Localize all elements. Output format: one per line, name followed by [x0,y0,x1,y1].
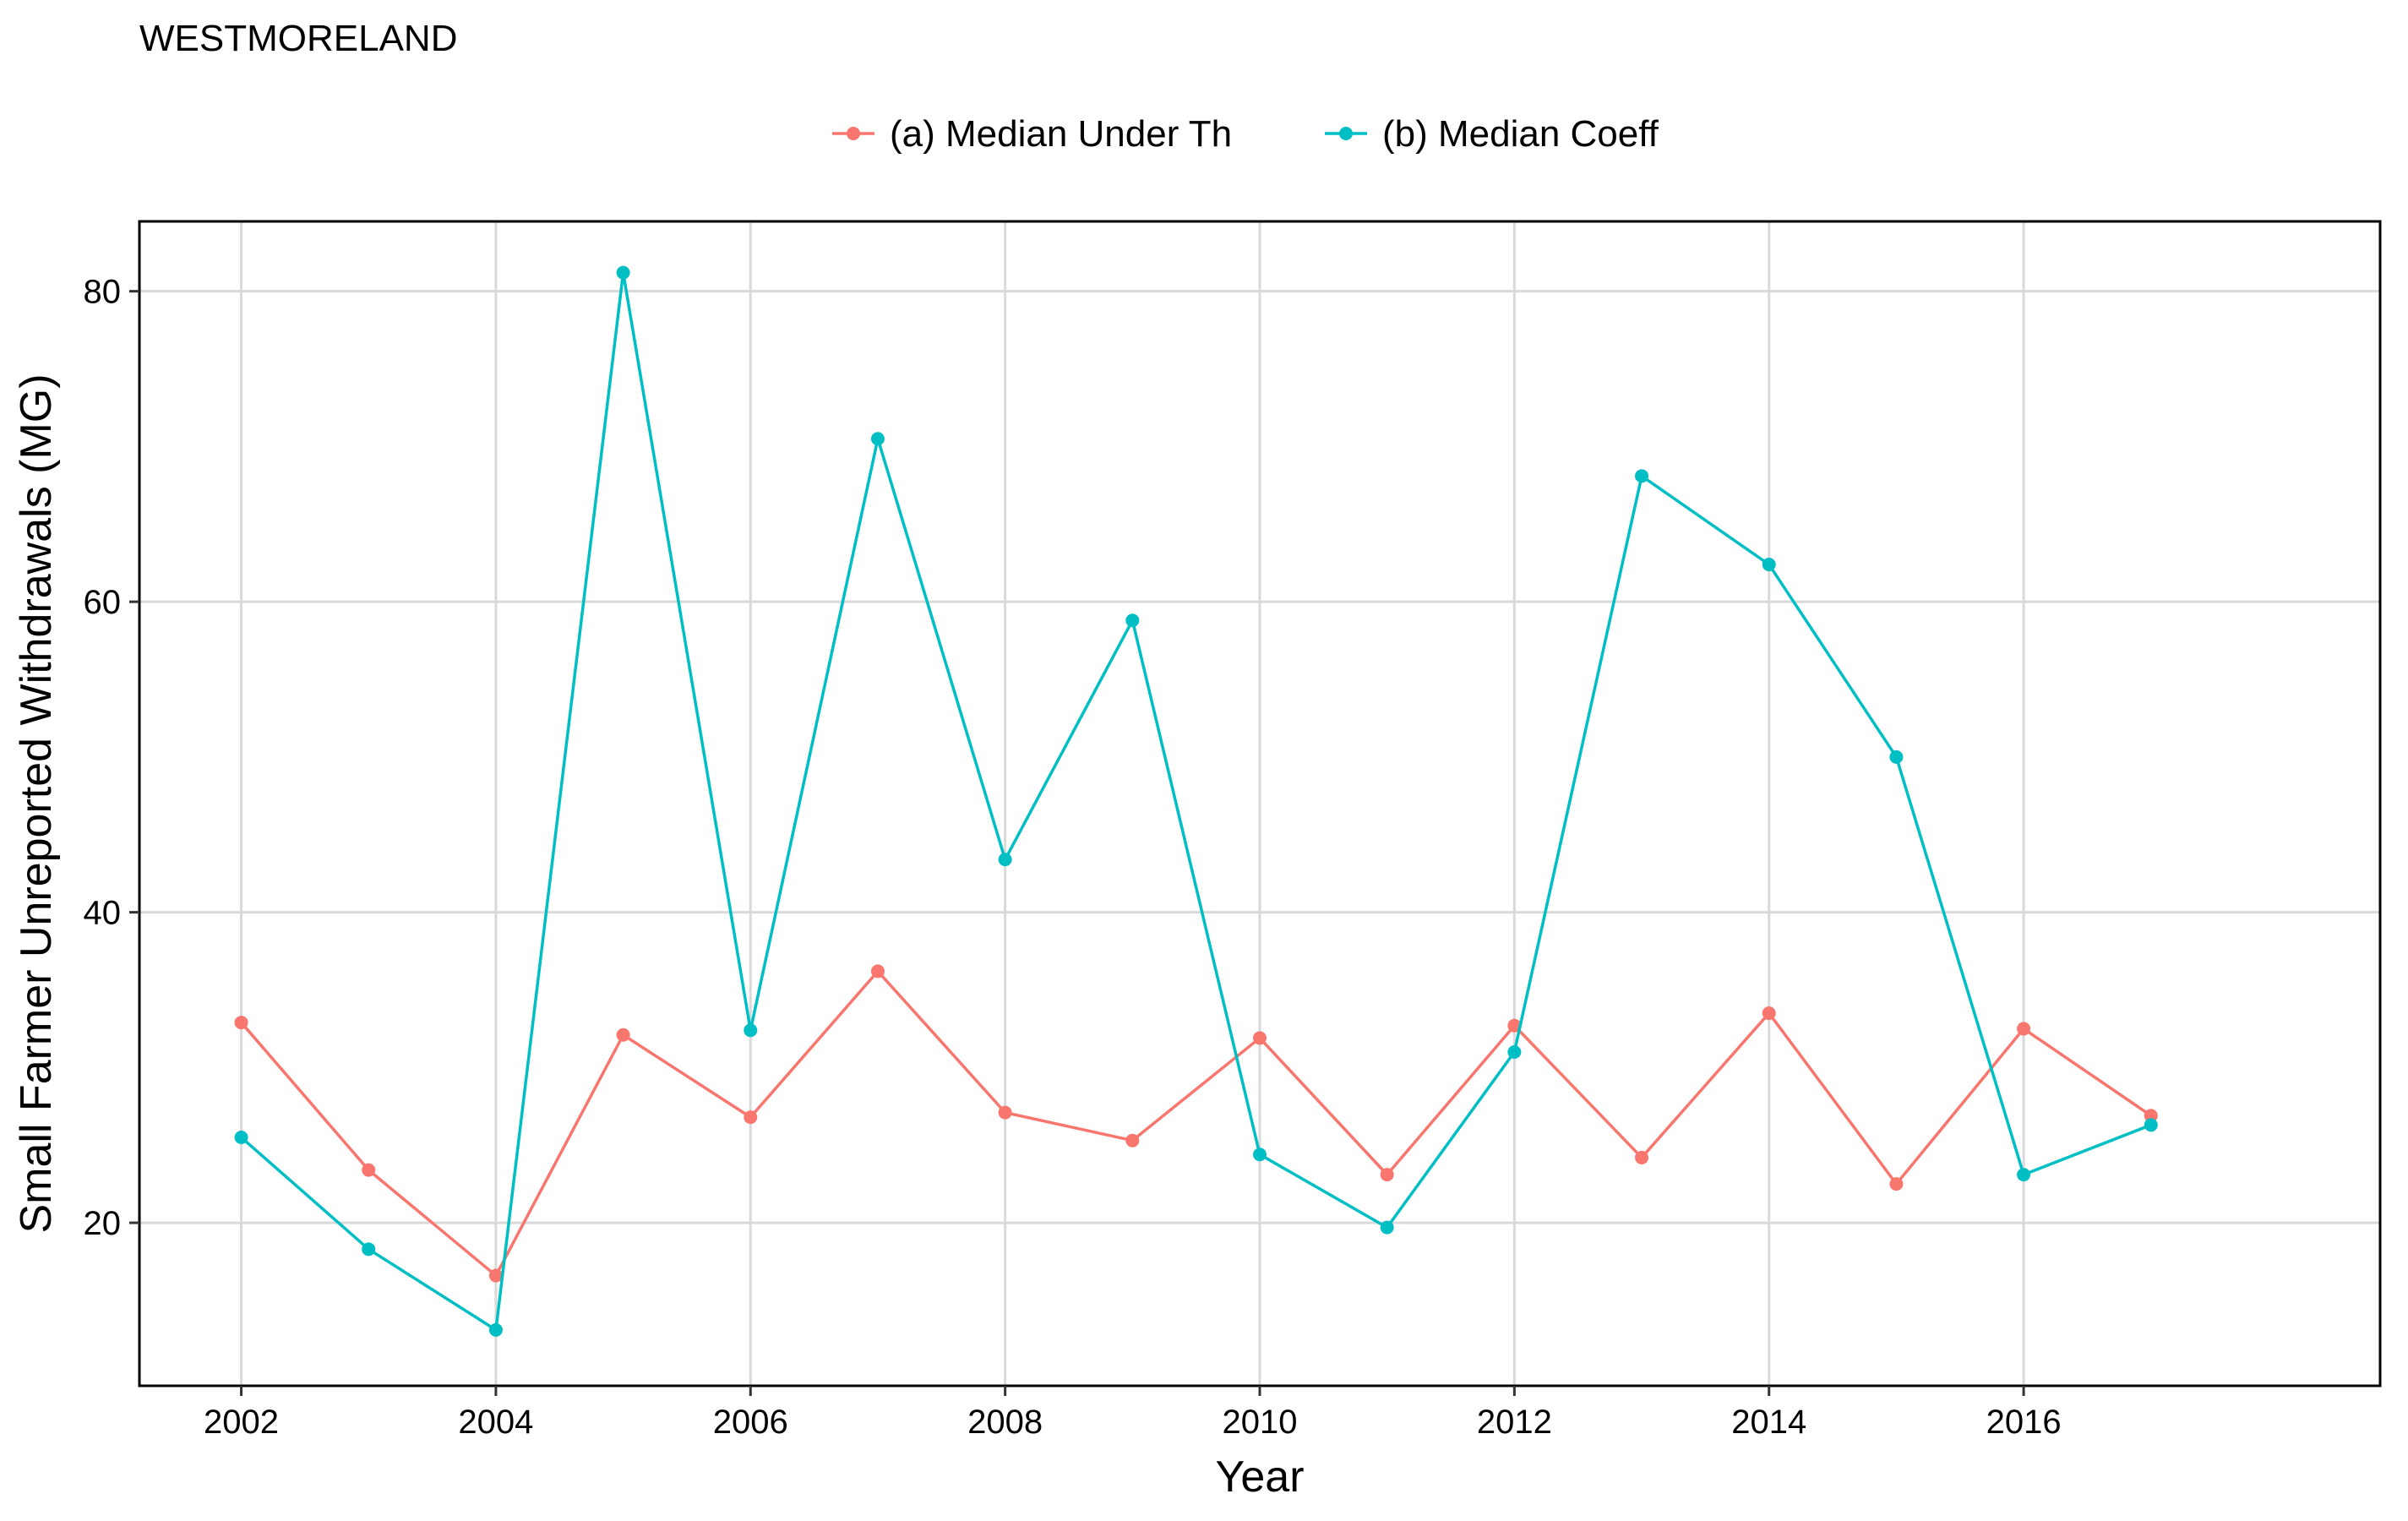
data-point [1253,1148,1267,1162]
data-point [616,265,630,280]
legend-label: (a) Median Under Th [890,113,1232,155]
data-point [870,432,885,446]
series-a [234,964,2158,1283]
legend-item-b: (b) Median Coeff [1325,113,1659,155]
x-tick-label: 2002 [204,1404,279,1441]
series-line [240,270,2152,1332]
data-point [2017,1022,2031,1036]
data-point [1507,1018,1522,1033]
legend-label: (b) Median Coeff [1382,113,1659,155]
data-point [744,1110,758,1125]
data-point [1762,1006,1776,1021]
legend-key-point [847,127,860,140]
x-axis: 2002 2004 2006 2008 2010 2012 2014 2016 [204,1386,2062,1441]
x-tick-label: 2012 [1477,1404,1552,1441]
data-point [870,964,885,979]
legend-key-point [1339,127,1353,140]
data-point [998,1105,1012,1120]
legend-item-a: (a) Median Under Th [832,113,1232,155]
data-point [1380,1168,1394,1182]
x-tick-label: 2004 [458,1404,533,1441]
data-point [2144,1118,2158,1132]
data-point [1889,750,1904,764]
data-point [2017,1168,2031,1182]
x-tick-label: 2006 [713,1404,788,1441]
series-b [234,265,2158,1337]
series-line [240,969,2152,1278]
series-layer [234,265,2158,1337]
data-point [744,1023,758,1038]
y-tick-label: 80 [84,274,122,311]
gridlines [139,221,2380,1386]
data-point [1253,1031,1267,1045]
data-point [362,1242,376,1257]
y-axis: 20 40 60 80 [84,274,139,1242]
x-tick-label: 2008 [967,1404,1043,1441]
data-point [2144,1109,2158,1123]
data-point [1380,1220,1394,1235]
data-point [488,1322,503,1337]
legend: (a) Median Under Th (b) Median Coeff [832,113,1659,155]
data-point [1125,1133,1140,1148]
y-tick-label: 60 [84,584,122,621]
data-point [616,1028,630,1042]
data-point [1125,613,1140,628]
data-point [1762,558,1776,572]
data-point [998,853,1012,867]
y-axis-title: Small Farmer Unreported Withdrawals (MG) [12,373,61,1233]
x-tick-label: 2010 [1223,1404,1298,1441]
data-point [1635,469,1649,483]
data-point [1889,1177,1904,1191]
data-point [1635,1150,1649,1164]
data-point [362,1163,376,1177]
x-tick-label: 2016 [1986,1404,2062,1441]
data-point [1507,1044,1522,1059]
x-axis-title: Year [1215,1453,1304,1502]
y-tick-label: 40 [84,895,122,932]
data-point [488,1268,503,1283]
data-point [234,1016,248,1030]
chart-title: WESTMORELAND [139,18,457,59]
x-tick-label: 2014 [1731,1404,1806,1441]
data-point [234,1131,248,1145]
y-tick-label: 20 [84,1205,122,1242]
